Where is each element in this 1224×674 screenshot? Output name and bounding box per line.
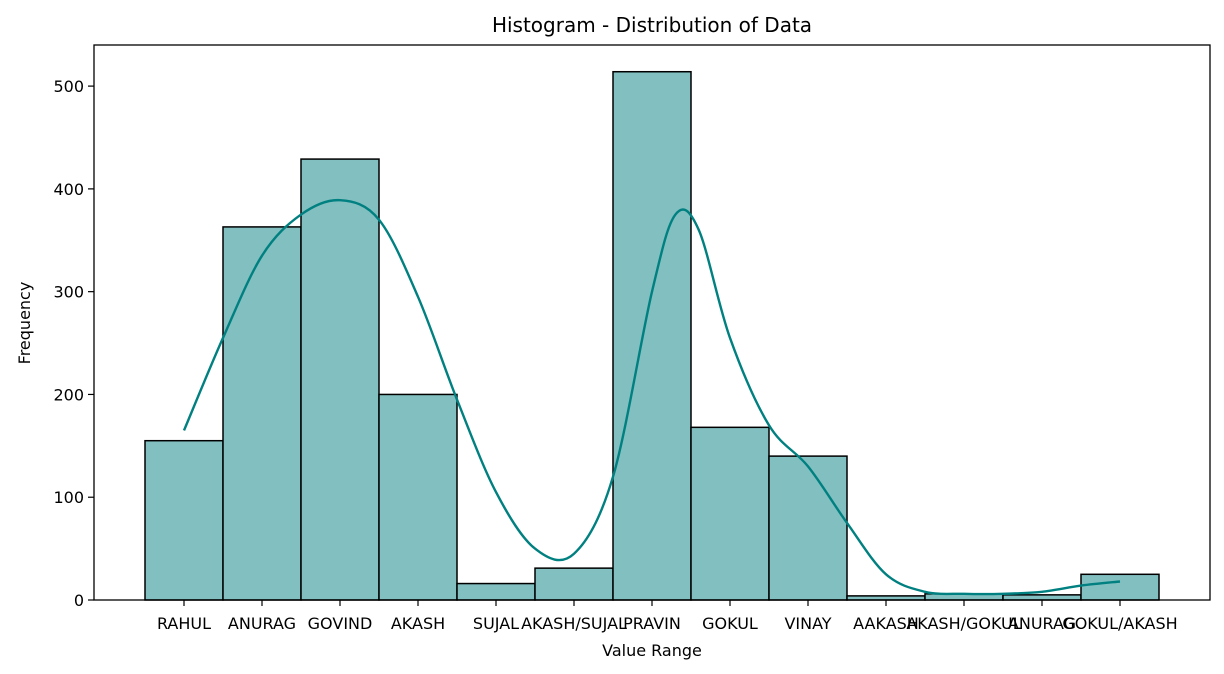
x-tick-label: SUJAL [473, 614, 519, 633]
histogram-bar [222, 226, 302, 601]
x-tick-label: AKASH/SUJAL [521, 614, 627, 633]
chart-title: Histogram - Distribution of Data [492, 13, 812, 37]
y-axis-label: Frequency [15, 282, 34, 365]
y-axis: 0 100 200 300 400 500 [53, 77, 94, 610]
x-axis-label: Value Range [602, 641, 702, 660]
y-tick-label: 200 [53, 385, 84, 404]
x-tick-label: GOVIND [308, 614, 373, 633]
y-tick-label: 400 [53, 180, 84, 199]
x-tick-label: ANURAG [1008, 614, 1076, 633]
kde-curve [182, 198, 1121, 596]
histogram-bar [690, 426, 770, 601]
x-tick-label: AKASH [391, 614, 445, 633]
y-tick-label: 100 [53, 488, 84, 507]
histogram-bar [534, 567, 614, 601]
y-tick-label: 500 [53, 77, 84, 96]
y-tick-label: 0 [74, 591, 84, 610]
x-tick-label: VINAY [784, 614, 831, 633]
histogram-bar [144, 439, 224, 601]
x-tick-label: AKASH/GOKUL [906, 614, 1021, 633]
histogram-bar [1002, 594, 1082, 601]
histogram-bar [456, 582, 536, 601]
x-tick-label: GOKUL/AKASH [1062, 614, 1177, 633]
x-tick-label: PRAVIN [623, 614, 681, 633]
x-tick-label: RAHUL [157, 614, 211, 633]
bars-group [144, 70, 1160, 601]
x-axis: RAHUL ANURAG GOVIND AKASH SUJAL AKASH/SUJALPR… [157, 600, 1178, 633]
histogram-bar [1080, 573, 1160, 601]
x-tick-label: AAKASH [853, 614, 919, 633]
x-tick-label: GOKUL [702, 614, 758, 633]
x-tick-label: ANURAG [228, 614, 296, 633]
histogram-bar [378, 393, 458, 601]
y-tick-label: 300 [53, 283, 84, 302]
histogram-bar [768, 455, 848, 601]
histogram-bar [300, 158, 380, 601]
histogram-bar [612, 70, 692, 601]
